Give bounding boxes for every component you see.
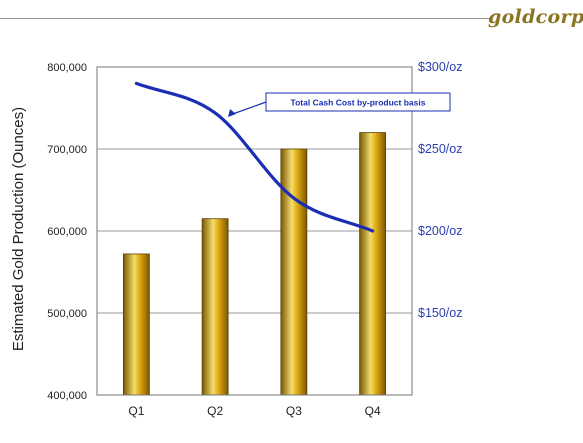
bars — [122, 132, 387, 396]
right-tick-label: $150/oz — [418, 306, 462, 320]
right-tick-label: $300/oz — [418, 60, 462, 74]
left-tick-label: 700,000 — [47, 144, 87, 156]
left-tick-label: 800,000 — [47, 62, 87, 74]
left-tick-label: 500,000 — [47, 308, 87, 320]
x-tick-label: Q3 — [286, 404, 302, 418]
bar-q4 — [359, 132, 387, 396]
bar-q3 — [280, 148, 308, 396]
cash-cost-line — [134, 81, 375, 233]
x-tick-label: Q2 — [207, 404, 223, 418]
x-tick-label: Q1 — [128, 404, 144, 418]
annotation-label: Total Cash Cost by-product basis — [291, 98, 426, 108]
bar-q2 — [201, 218, 229, 396]
bar-q1 — [122, 253, 150, 396]
annotation-arrow-line — [229, 101, 267, 116]
x-axis-ticks: Q1 Q2 Q3 Q4 — [128, 404, 381, 418]
annotation: Total Cash Cost by-product basis — [228, 92, 451, 117]
left-axis-ticks: 400,000 500,000 600,000 700,000 800,000 — [47, 62, 87, 402]
right-axis-ticks: $150/oz $200/oz $250/oz $300/oz — [418, 60, 462, 320]
y-axis-title: Estimated Gold Production (Ounces) — [10, 107, 27, 351]
left-tick-label: 600,000 — [47, 226, 87, 238]
annotation-arrow-head — [228, 109, 236, 117]
cash-cost-line-path — [134, 81, 375, 233]
right-tick-label: $200/oz — [418, 224, 462, 238]
right-tick-label: $250/oz — [418, 142, 462, 156]
header-rule — [0, 18, 490, 19]
plot-frame — [96, 66, 413, 396]
goldcorp-logo: goldcorp — [488, 6, 583, 28]
plot-border — [96, 66, 413, 396]
x-tick-label: Q4 — [365, 404, 381, 418]
left-tick-label: 400,000 — [47, 390, 87, 402]
